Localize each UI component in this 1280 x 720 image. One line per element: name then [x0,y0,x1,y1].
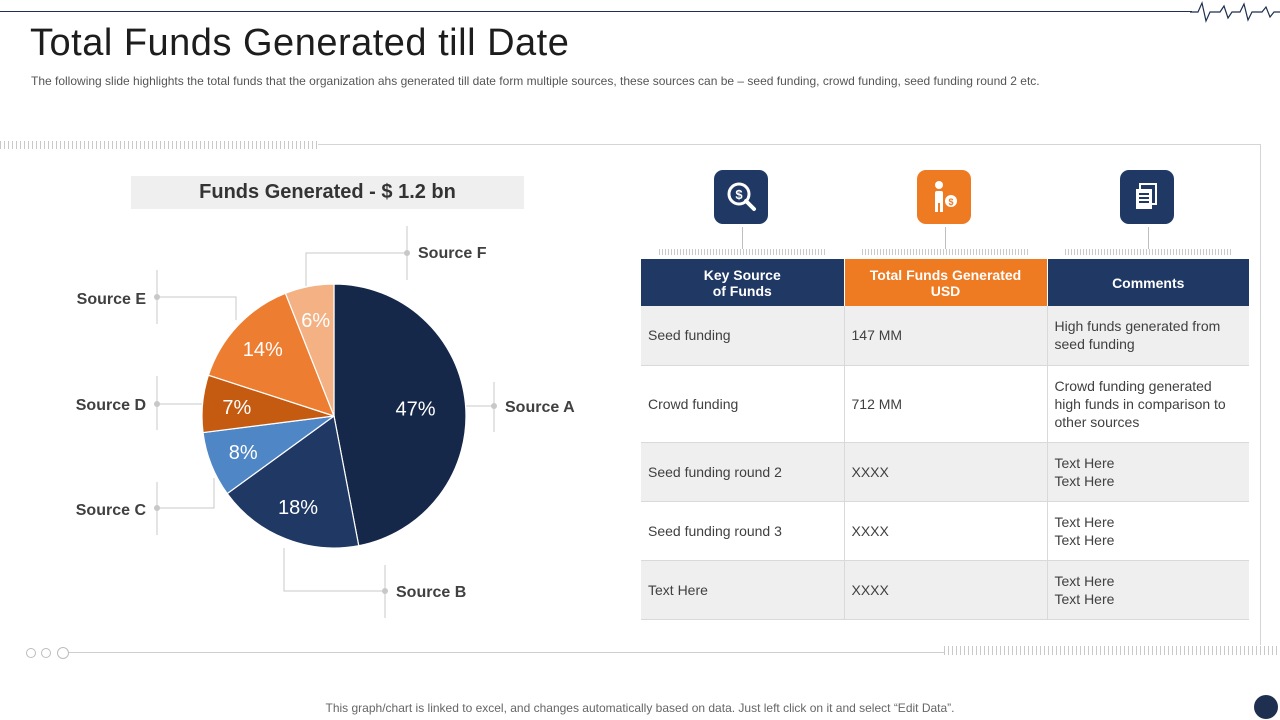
cell-source: Seed funding round 3 [641,501,845,561]
svg-text:$: $ [735,187,743,202]
page-title: Total Funds Generated till Date [30,22,570,64]
pie-slice-source-f [284,283,335,417]
icon-box-comments [1120,170,1174,224]
header-key-source: Key Source of Funds [641,259,845,306]
cell-source: Crowd funding [641,365,845,443]
leader-dot [382,588,388,594]
cell-comment: High funds generated from seed funding [1047,306,1249,366]
heartbeat-icon [1190,1,1280,23]
table-row: Text Here XXXX Text Here Text Here [641,560,1249,620]
decorative-hatch [862,249,1029,255]
decorative-hatch [1065,249,1232,255]
pie-category-label: Source E [77,291,147,308]
footer-note: This graph/chart is linked to excel, and… [325,701,955,715]
pie-value-label: 7% [222,397,251,419]
leader-line [157,296,237,320]
header-total-funds: Total Funds Generated USD [844,259,1048,306]
icon-box-total-funds: $ [917,170,971,224]
header-label: Comments [1112,274,1185,291]
pie-category-label: Source A [505,399,575,416]
leader-line [283,548,385,592]
decorative-hatch [659,249,826,255]
leader-dot [154,294,160,300]
pie-category-label: Source F [418,245,487,262]
leader-dot [491,403,497,409]
cell-amount: 712 MM [844,365,1048,443]
cell-amount: XXXX [844,560,1048,620]
leader-line [305,252,407,286]
header-comments: Comments [1047,259,1249,306]
pie-category-label: Source C [76,502,147,519]
cell-comment: Crowd funding generated high funds in co… [1047,365,1249,443]
cell-amount: 147 MM [844,306,1048,366]
pie-slice-source-a [333,283,467,547]
decorative-hatch [944,646,1280,655]
pie-value-label: 47% [395,398,435,420]
chart-title-box: Funds Generated - $ 1.2 bn [131,176,524,209]
pie-slice-source-e [207,292,336,417]
pie-category-label: Source B [396,584,466,601]
corner-dot [1254,695,1278,719]
table-row: Seed funding round 3 XXXX Text Here Text… [641,501,1249,561]
leader-dot [154,401,160,407]
pie-value-label: 8% [229,442,258,464]
table-header-row: Key Source of Funds Total Funds Generate… [641,259,1249,306]
icon-box-key-source: $ [714,170,768,224]
frame-line [318,144,1261,145]
decorative-hatch [0,141,318,149]
frame-line [1260,144,1261,645]
pie-value-labels: 47% 18% 8% 7% 14% 6% [222,310,435,519]
leader-lines [154,226,497,618]
pie-value-label: 14% [243,339,283,361]
pie-value-label: 18% [278,497,318,519]
connector-line [1148,227,1149,249]
cell-comment: Text Here Text Here [1047,560,1249,620]
cell-comment: Text Here Text Here [1047,442,1249,502]
connector-line [945,227,946,249]
pie-category-labels: Source A Source B Source C Source D Source E… [76,245,575,601]
person-money-icon: $ [935,181,957,212]
table-row: Crowd funding 712 MM Crowd funding gener… [641,365,1249,443]
svg-text:$: $ [948,197,953,207]
pie-chart: 47% 18% 8% 7% 14% 6% Source A Source B Source C… [76,226,575,618]
decorative-dot [57,647,69,659]
document-list-icon [1136,183,1157,209]
table-row: Seed funding round 2 XXXX Text Here Text… [641,442,1249,502]
funds-table: Key Source of Funds Total Funds Generate… [641,259,1249,620]
table-row: Seed funding 147 MM High funds generated… [641,306,1249,366]
header-label: Total Funds Generated USD [869,266,1022,299]
page-subtitle: The following slide highlights the total… [31,74,1040,88]
leader-line [157,478,215,509]
leader-dot [154,505,160,511]
pie-slice-source-b [226,414,360,549]
chart-title: Funds Generated - $ 1.2 bn [199,181,456,203]
cell-source: Seed funding [641,306,845,366]
decorative-dot [26,648,36,658]
top-rule [0,11,1192,12]
frame-line [66,652,944,653]
cell-source: Seed funding round 2 [641,442,845,502]
connector-line [742,227,743,249]
cell-amount: XXXX [844,501,1048,561]
pie-slices [201,283,467,549]
pie-category-label: Source D [76,397,146,414]
header-label: Key Source of Funds [703,266,781,299]
decorative-dot [41,648,51,658]
pie-value-label: 6% [301,310,330,332]
search-dollar-icon: $ [727,182,756,211]
cell-amount: XXXX [844,442,1048,502]
leader-dot [404,250,410,256]
cell-comment: Text Here Text Here [1047,501,1249,561]
cell-source: Text Here [641,560,845,620]
